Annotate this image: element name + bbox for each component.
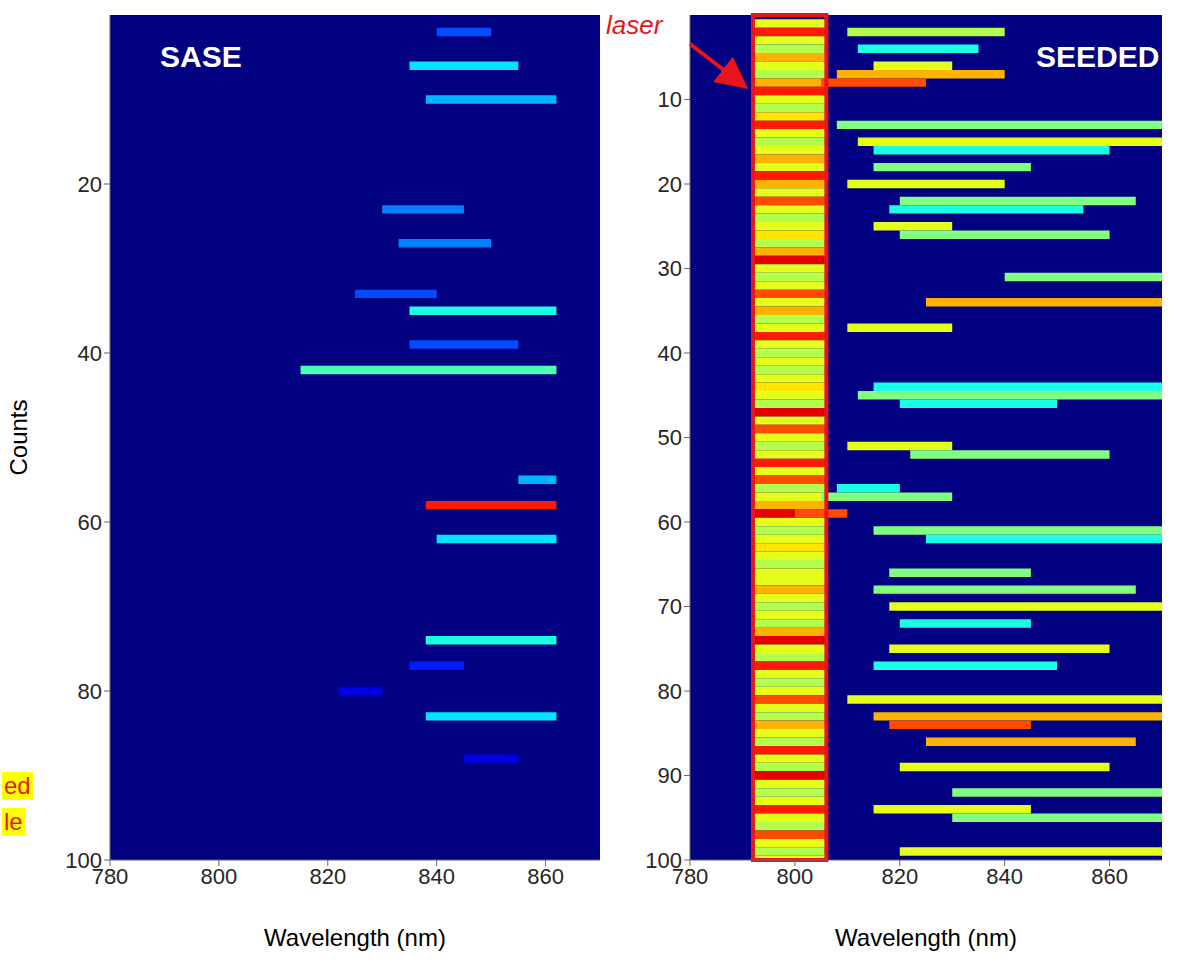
svg-text:860: 860	[527, 864, 564, 889]
svg-text:40: 40	[658, 341, 682, 366]
svg-text:50: 50	[658, 425, 682, 450]
svg-text:20: 20	[78, 172, 102, 197]
svg-text:860: 860	[1091, 864, 1128, 889]
svg-text:60: 60	[658, 510, 682, 535]
svg-text:70: 70	[658, 594, 682, 619]
html-text:le: le	[4, 808, 23, 835]
svg-text:800: 800	[777, 864, 814, 889]
svg-text:820: 820	[881, 864, 918, 889]
svg-text:Wavelength (nm): Wavelength (nm)	[264, 924, 446, 951]
svg-text:840: 840	[418, 864, 455, 889]
svg-text:10: 10	[658, 87, 682, 112]
svg-text:30: 30	[658, 256, 682, 281]
svg-text:100: 100	[65, 848, 102, 873]
html-text:ed: ed	[4, 772, 31, 799]
svg-text:800: 800	[201, 864, 238, 889]
svg-text:90: 90	[658, 763, 682, 788]
html-text:laser: laser	[606, 10, 663, 40]
svg-text:60: 60	[78, 510, 102, 535]
svg-text:20: 20	[658, 172, 682, 197]
svg-text:840: 840	[986, 864, 1023, 889]
svg-text:40: 40	[78, 341, 102, 366]
html-text:SEEDED: SEEDED	[1036, 40, 1160, 73]
svg-text:100: 100	[645, 848, 682, 873]
svg-text:80: 80	[658, 679, 682, 704]
svg-text:820: 820	[309, 864, 346, 889]
svg-text:Wavelength (nm): Wavelength (nm)	[835, 924, 1017, 951]
html-text:SASE: SASE	[160, 40, 242, 73]
svg-text:780: 780	[91, 863, 129, 889]
svg-text:Counts: Counts	[5, 399, 32, 475]
svg-text:80: 80	[78, 679, 102, 704]
svg-text:780: 780	[671, 863, 709, 889]
